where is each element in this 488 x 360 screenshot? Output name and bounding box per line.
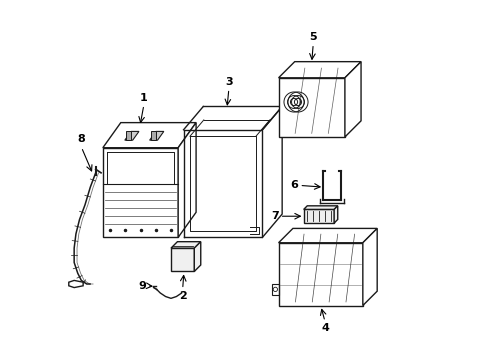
Polygon shape — [178, 123, 196, 237]
Polygon shape — [278, 243, 362, 306]
Polygon shape — [278, 62, 360, 78]
Polygon shape — [102, 123, 196, 148]
Text: 9: 9 — [138, 281, 145, 291]
Polygon shape — [149, 131, 163, 140]
Polygon shape — [102, 148, 178, 237]
Polygon shape — [362, 228, 376, 306]
Polygon shape — [171, 242, 201, 248]
Polygon shape — [69, 280, 83, 288]
Text: 4: 4 — [321, 323, 328, 333]
Polygon shape — [303, 206, 337, 210]
Polygon shape — [194, 242, 201, 271]
Text: 7: 7 — [270, 211, 278, 221]
Text: 1: 1 — [140, 93, 147, 103]
Polygon shape — [151, 131, 156, 140]
Polygon shape — [303, 210, 333, 223]
Polygon shape — [278, 78, 344, 137]
Text: 8: 8 — [77, 134, 85, 144]
Polygon shape — [124, 131, 139, 140]
Polygon shape — [344, 62, 360, 137]
Text: 2: 2 — [179, 291, 186, 301]
Polygon shape — [278, 228, 376, 243]
Text: 6: 6 — [290, 180, 298, 190]
Text: 3: 3 — [224, 77, 232, 87]
Polygon shape — [171, 248, 194, 271]
Polygon shape — [126, 131, 131, 140]
Polygon shape — [333, 206, 337, 223]
Text: 5: 5 — [309, 32, 316, 42]
